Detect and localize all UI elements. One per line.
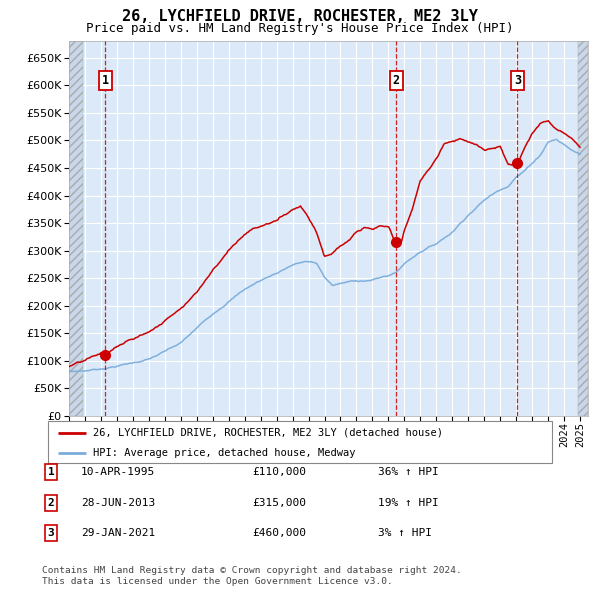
Text: 3% ↑ HPI: 3% ↑ HPI xyxy=(378,529,432,538)
Text: 1: 1 xyxy=(47,467,55,477)
Text: 2: 2 xyxy=(392,74,400,87)
Text: 1: 1 xyxy=(101,74,109,87)
Text: 36% ↑ HPI: 36% ↑ HPI xyxy=(378,467,439,477)
Text: 29-JAN-2021: 29-JAN-2021 xyxy=(81,529,155,538)
Text: 2: 2 xyxy=(47,498,55,507)
Text: £110,000: £110,000 xyxy=(252,467,306,477)
Text: 10-APR-1995: 10-APR-1995 xyxy=(81,467,155,477)
Text: 3: 3 xyxy=(514,74,521,87)
Bar xyxy=(69,41,83,416)
Text: 26, LYCHFIELD DRIVE, ROCHESTER, ME2 3LY (detached house): 26, LYCHFIELD DRIVE, ROCHESTER, ME2 3LY … xyxy=(94,428,443,438)
Text: 26, LYCHFIELD DRIVE, ROCHESTER, ME2 3LY: 26, LYCHFIELD DRIVE, ROCHESTER, ME2 3LY xyxy=(122,9,478,24)
Text: 19% ↑ HPI: 19% ↑ HPI xyxy=(378,498,439,507)
Text: £315,000: £315,000 xyxy=(252,498,306,507)
Text: £460,000: £460,000 xyxy=(252,529,306,538)
Text: 28-JUN-2013: 28-JUN-2013 xyxy=(81,498,155,507)
Bar xyxy=(578,41,588,416)
Text: Price paid vs. HM Land Registry's House Price Index (HPI): Price paid vs. HM Land Registry's House … xyxy=(86,22,514,35)
Text: 3: 3 xyxy=(47,529,55,538)
Text: Contains HM Land Registry data © Crown copyright and database right 2024.
This d: Contains HM Land Registry data © Crown c… xyxy=(42,566,462,586)
Text: HPI: Average price, detached house, Medway: HPI: Average price, detached house, Medw… xyxy=(94,448,356,457)
